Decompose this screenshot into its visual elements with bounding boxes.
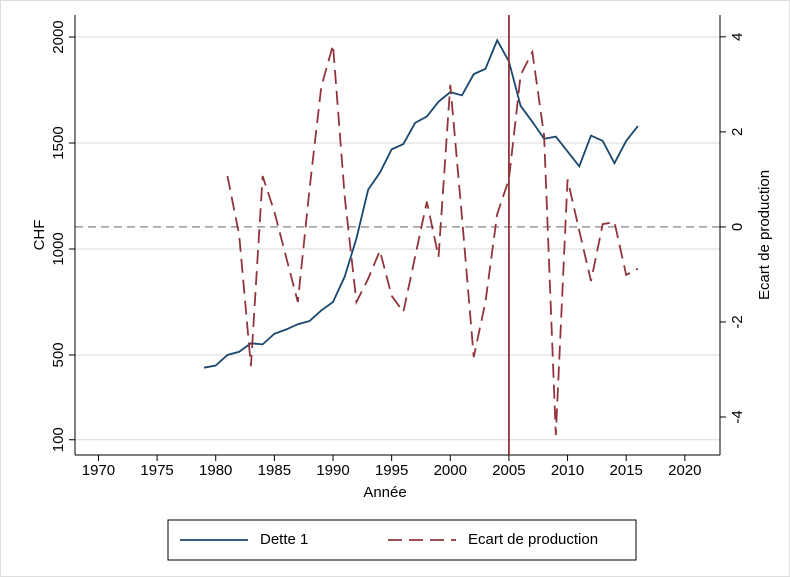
x-tick-label: 2015	[609, 462, 642, 479]
x-tick-label: 1975	[140, 462, 173, 479]
y2-tick-label: 0	[729, 223, 746, 231]
x-tick-label: 2000	[434, 462, 467, 479]
line-series	[226, 44, 639, 436]
x-tick-label: 2010	[551, 462, 584, 479]
line-series	[203, 38, 639, 369]
y-tick-label: 100	[50, 427, 67, 452]
y2-tick-label: -4	[729, 410, 746, 423]
y2-tick-label: 2	[729, 128, 746, 136]
y-tick-label: 1500	[50, 126, 67, 159]
y2-axis-label: Ecart de production	[756, 170, 773, 300]
x-tick-label: 1985	[258, 462, 291, 479]
x-tick-label: 2020	[668, 462, 701, 479]
y-tick-label: 1000	[50, 232, 67, 265]
x-tick-label: 1970	[82, 462, 115, 479]
x-axis-label: Année	[363, 484, 406, 501]
legend-label: Ecart de production	[468, 531, 598, 548]
x-tick-label: 2005	[492, 462, 525, 479]
x-tick-label: 1980	[199, 462, 232, 479]
y-tick-label: 500	[50, 342, 67, 367]
y-axis-label: CHF	[31, 220, 48, 251]
legend-label: Dette 1	[260, 531, 308, 548]
x-tick-label: 1990	[316, 462, 349, 479]
y2-tick-label: -2	[729, 315, 746, 328]
y2-tick-label: 4	[729, 33, 746, 41]
x-tick-label: 1995	[375, 462, 408, 479]
y-tick-label: 2000	[50, 20, 67, 53]
